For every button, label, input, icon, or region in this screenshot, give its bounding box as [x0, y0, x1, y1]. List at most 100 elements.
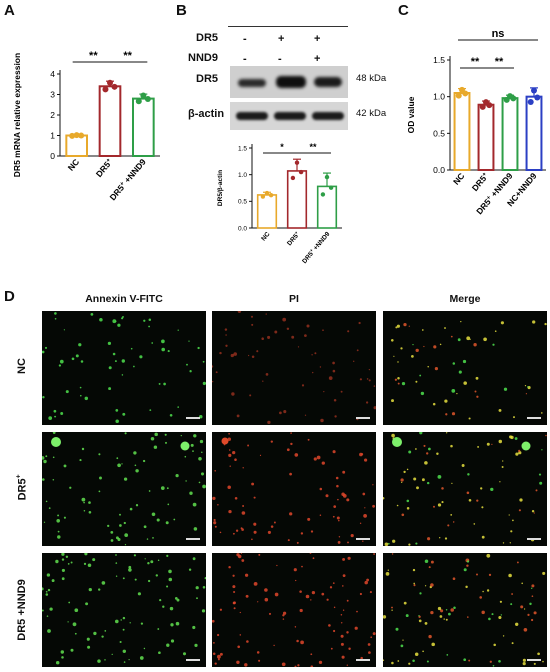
cell-dot [184, 455, 187, 458]
cell-dot [161, 339, 165, 344]
cell-dot [498, 615, 502, 620]
cell-dot [53, 409, 57, 413]
cell-dot [67, 563, 70, 565]
cell-dot [499, 600, 503, 603]
cell-dot [44, 346, 48, 349]
cell-dot [369, 591, 372, 594]
cell-dot [142, 459, 146, 463]
cell-dot [70, 648, 74, 652]
cell-dot [448, 612, 451, 616]
cell-dot [135, 504, 139, 507]
cell-dot [47, 588, 51, 592]
cell-dot [346, 599, 349, 602]
y-tick-label: 0.0 [433, 165, 445, 175]
cell-dot [135, 469, 139, 473]
panel-label-a: A [4, 2, 15, 19]
cell-dot [129, 622, 131, 624]
cell-dot [346, 498, 350, 502]
cell-dot [196, 597, 198, 600]
cell-dot [143, 319, 146, 322]
bar [286, 170, 308, 229]
cell-dot [297, 664, 300, 667]
cell-dot [98, 588, 101, 591]
micrograph-r0-c1 [212, 311, 376, 425]
cell-dot [245, 594, 249, 598]
cell-dot [338, 519, 340, 522]
cell-dot [129, 507, 133, 511]
cell-dot [332, 369, 336, 373]
cell-dot [170, 639, 175, 643]
cell-dot [115, 562, 118, 564]
cell-dot [214, 662, 217, 665]
cell-dot [395, 627, 399, 631]
cell-dot [123, 521, 126, 525]
sign-dr5: + [278, 33, 285, 45]
cell-dot [224, 328, 228, 331]
cell-dot [467, 473, 470, 476]
cell-dot [253, 530, 257, 534]
cell-dot [217, 504, 219, 506]
cell-dot [194, 643, 198, 648]
cell-dot [391, 609, 393, 611]
cell-dot [130, 347, 133, 350]
cell-dot [101, 635, 104, 638]
cell-dot [133, 451, 137, 455]
cell-dot [247, 354, 250, 357]
micrograph-r2-c1 [212, 553, 376, 667]
cell-dot [282, 317, 287, 322]
sign-nnd9: - [243, 53, 247, 65]
cell-dot [115, 419, 119, 423]
cell-dot [491, 443, 493, 445]
cell-dot [65, 390, 69, 394]
cell-dot [186, 363, 188, 366]
cell-dot [439, 343, 442, 346]
cell-dot [532, 320, 536, 324]
cell-dot [391, 661, 394, 665]
data-point [260, 194, 266, 199]
cell-dot [114, 619, 119, 624]
cell-dot [342, 609, 345, 611]
cell-dot [192, 557, 196, 561]
cell-dot [97, 659, 101, 663]
cell-dot [158, 382, 161, 385]
cell-dot [217, 654, 221, 659]
cell-dot [533, 611, 537, 615]
cell-dot [502, 460, 504, 462]
cell-dot [493, 643, 496, 647]
chart-a-dr5-mrna: 0 1 2 3 4 DR5 mRNA relative expression NC DR5+D… [12, 50, 160, 203]
scale-bar [186, 417, 200, 419]
cell-dot [340, 622, 343, 624]
cell-dot [219, 652, 223, 656]
cell-dot [445, 609, 448, 611]
cell-dot [241, 511, 246, 515]
significance-label: * [280, 142, 284, 152]
cell-dot [475, 573, 479, 576]
cell-dot [228, 453, 232, 457]
cell-dot [192, 625, 196, 630]
data-point [324, 174, 330, 180]
cell-dot [67, 621, 69, 623]
cell-dot [78, 343, 82, 347]
cell-dot [341, 492, 345, 496]
cell-dot [400, 347, 403, 350]
cell-dot [383, 659, 385, 661]
cell-dot [544, 322, 547, 326]
y-tick-label: 1.5 [238, 145, 247, 152]
cell-dot [428, 634, 432, 639]
cell-dot [164, 433, 167, 436]
cell-dot [319, 487, 323, 491]
cell-dot [362, 492, 366, 496]
cell-dot [75, 354, 79, 358]
cell-dot [74, 632, 77, 635]
cell-dot [531, 509, 535, 513]
cell-dot [401, 381, 406, 386]
cell-dot [157, 628, 160, 630]
cell-dot [511, 593, 514, 595]
cell-dot [239, 634, 242, 636]
cell-dot [312, 371, 314, 374]
cell-dot [148, 490, 151, 492]
cell-dot [42, 350, 45, 354]
cell-dot [299, 590, 302, 593]
x-tick-label: DR5+ +NND9 [107, 157, 148, 203]
cell-dot [310, 599, 312, 601]
